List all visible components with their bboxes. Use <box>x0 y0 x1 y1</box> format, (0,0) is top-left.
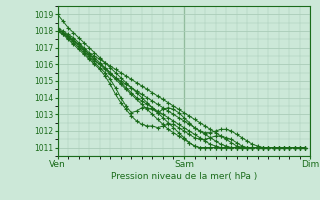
X-axis label: Pression niveau de la mer( hPa ): Pression niveau de la mer( hPa ) <box>111 172 257 181</box>
